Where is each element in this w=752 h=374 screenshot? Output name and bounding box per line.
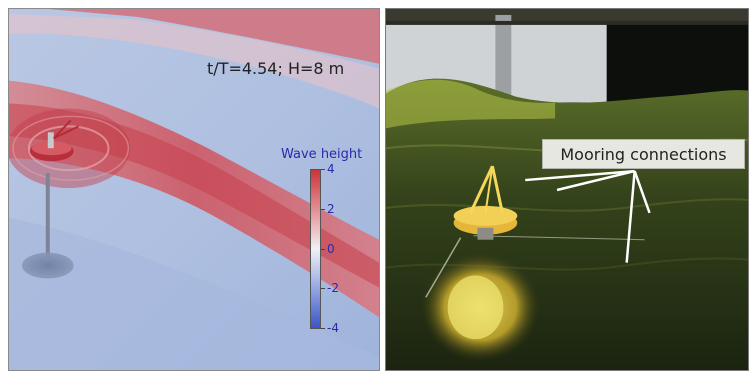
buoy-photo	[453, 165, 518, 240]
colorbar-tick-mark	[321, 328, 325, 329]
wave-tank-photo	[386, 9, 748, 370]
colorbar-tick-mark	[321, 288, 325, 290]
wave-height-colorbar	[310, 169, 321, 329]
simulation-panel: t/T=4.54; H=8 m Wave height 4 2 0 -2 -4	[8, 8, 380, 371]
colorbar-title: Wave height	[281, 147, 363, 162]
colorbar-tick-label: -2	[327, 281, 339, 296]
colorbar-tick-label: 2	[327, 201, 335, 216]
colorbar-tick-mark	[321, 248, 325, 250]
buoy-model	[21, 119, 80, 279]
mooring-callout-lines	[525, 169, 651, 263]
colorbar-tick-mark	[321, 169, 325, 170]
mooring-connections-label: Mooring connections	[542, 139, 745, 169]
colorbar-tick-label: 0	[327, 241, 335, 256]
colorbar-tick-label: 4	[327, 162, 335, 176]
colorbar-tick-label: -4	[327, 321, 339, 335]
simulation-time-label: t/T=4.54; H=8 m	[207, 59, 345, 78]
experiment-photo-panel: Mooring connections	[385, 8, 749, 371]
colorbar-tick-mark	[321, 208, 325, 210]
